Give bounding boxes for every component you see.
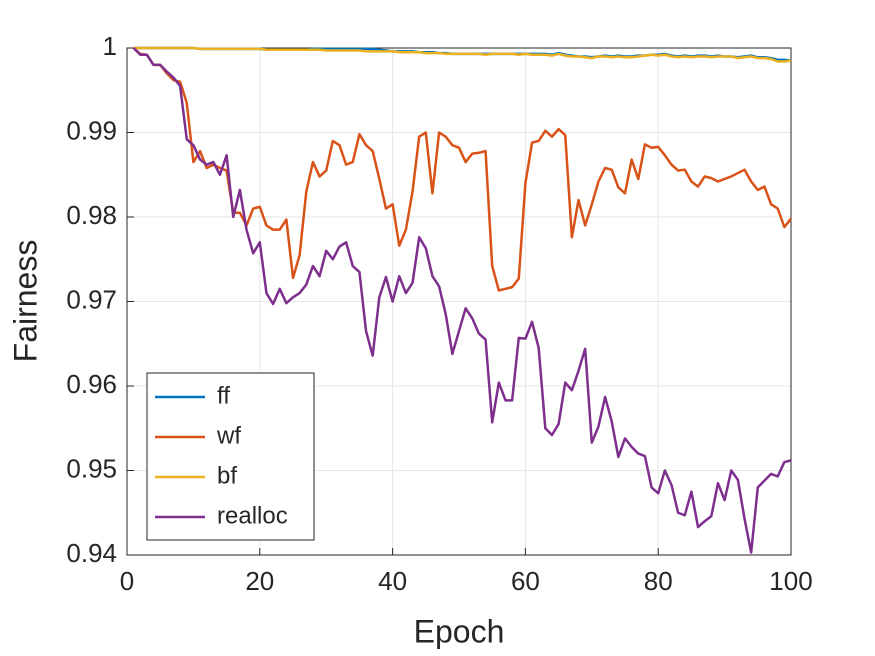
x-tick-label: 80 [644, 566, 673, 596]
legend-label: wf [216, 422, 241, 449]
line-series [132, 47, 792, 554]
x-tick-label: 100 [769, 566, 812, 596]
x-tick-label: 40 [378, 566, 407, 596]
y-tick-label: 1 [103, 31, 117, 61]
legend-label: realloc [217, 502, 288, 529]
x-tick-label: 0 [120, 566, 134, 596]
line-series [133, 46, 792, 63]
y-tick-label: 0.95 [66, 453, 117, 483]
legend-label: bf [217, 462, 237, 489]
x-axis-label: Epoch [414, 613, 505, 649]
axes-box [126, 47, 792, 556]
y-tick-label: 0.99 [66, 115, 117, 145]
y-tick-label: 0.96 [66, 369, 117, 399]
x-tick-label: 60 [511, 566, 540, 596]
legend-box [146, 372, 315, 541]
y-tick-label: 0.98 [66, 200, 117, 230]
y-axis-label: Fairness [7, 240, 43, 363]
y-tick-label: 0.97 [66, 284, 117, 314]
legend-label: ff [217, 382, 230, 409]
x-tick-label: 20 [245, 566, 274, 596]
line-series [132, 47, 792, 292]
y-tick-label: 0.94 [66, 538, 117, 568]
